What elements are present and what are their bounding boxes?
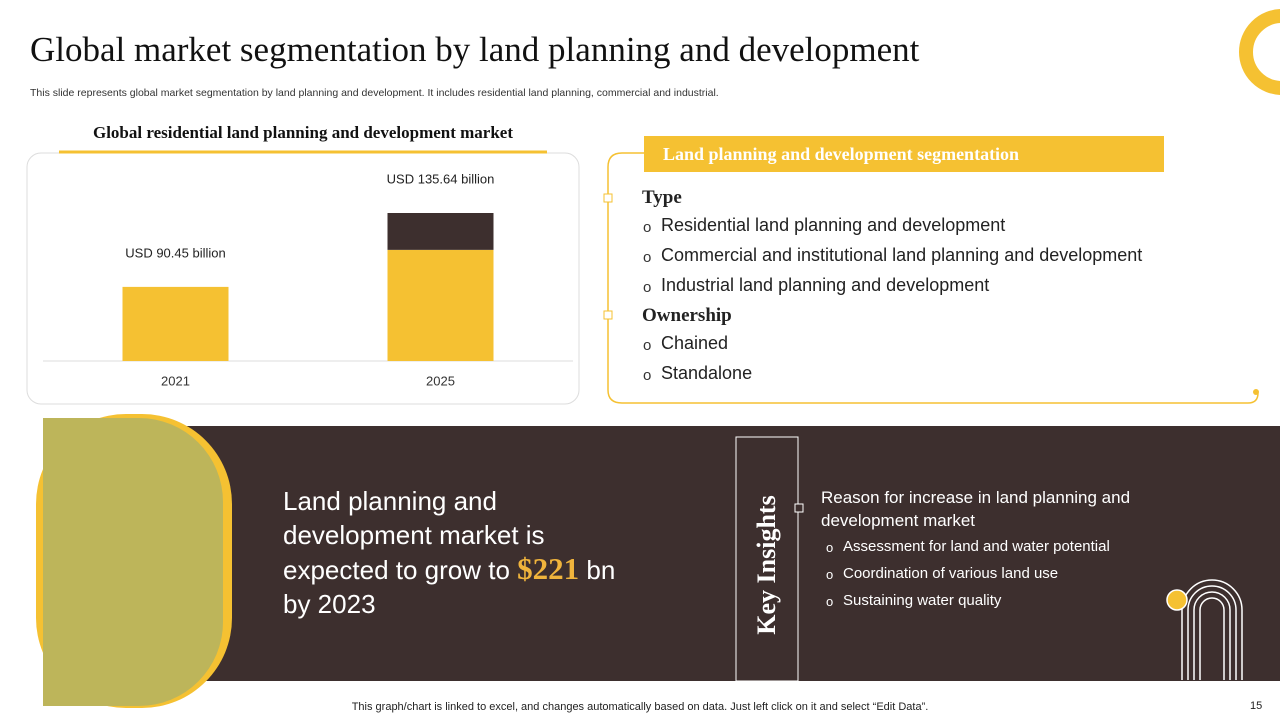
deco-arch	[1181, 579, 1243, 680]
group-item: Industrial land planning and development	[661, 275, 990, 295]
highlight-line: development market is	[283, 520, 545, 550]
insight-item: Coordination of various land use	[843, 565, 1059, 582]
segment-header	[644, 136, 1164, 172]
highlight-line: by 2023	[283, 589, 376, 619]
x-tick-label: 2025	[426, 373, 455, 388]
bullet: o	[826, 567, 834, 582]
deco-dot	[1166, 589, 1188, 611]
photo	[43, 418, 133, 706]
chart: USD 90.45 billion 2021 USD 135.64 billion 2…	[43, 171, 573, 388]
highlight-unit: bn	[586, 555, 616, 585]
title: Global market segmentation by land plann…	[30, 30, 920, 69]
marker	[794, 503, 804, 513]
footer: This graph/chart is linked to excel, and…	[351, 701, 929, 713]
bullet: o	[643, 337, 652, 354]
bar	[387, 249, 494, 361]
bullet: o	[643, 367, 652, 384]
value-label: USD 90.45 billion	[125, 245, 225, 260]
chart-title: Global residential land planning and dev…	[92, 123, 514, 142]
group-item: Standalone	[661, 363, 753, 383]
insights-heading: Reason for increase in land planning and…	[821, 488, 1131, 530]
page-number: 15	[1250, 700, 1263, 712]
group-heading: Ownership	[642, 305, 732, 326]
marker	[1253, 389, 1259, 395]
chart-panel	[26, 152, 580, 405]
highlight-line: expected to grow to	[283, 555, 510, 585]
insight-item: Assessment for land and water potential	[843, 538, 1110, 555]
bullet: o	[826, 540, 834, 555]
group-heading: Type	[642, 187, 682, 208]
highlight: Land planning and development market is …	[283, 484, 615, 621]
marker	[603, 193, 613, 203]
subtitle: This slide represents global market segm…	[30, 87, 719, 99]
bullet: o	[643, 249, 652, 266]
bullet: o	[643, 279, 652, 296]
group-item: Residential land planning and developmen…	[661, 215, 1006, 235]
group-item: Chained	[661, 333, 729, 353]
bar	[122, 286, 229, 361]
deco-ring	[1239, 9, 1280, 95]
x-tick-label: 2021	[161, 373, 190, 388]
value-label: USD 135.64 billion	[387, 171, 495, 186]
segment-title: Land planning and development segmentati…	[663, 144, 1020, 164]
segment-frame	[607, 152, 1259, 404]
insights-title: Key Insights	[752, 495, 781, 635]
insight-item: Sustaining water quality	[843, 592, 1002, 609]
highlight-amount: $221	[517, 551, 580, 586]
bullet: o	[826, 594, 834, 609]
highlight-line: Land planning and	[283, 486, 497, 516]
bullet: o	[643, 219, 652, 236]
bar	[387, 213, 494, 250]
marker	[603, 310, 613, 320]
group-item: Commercial and institutional land planni…	[661, 245, 1143, 265]
insights-box	[735, 436, 799, 682]
dark-band	[160, 426, 1280, 681]
